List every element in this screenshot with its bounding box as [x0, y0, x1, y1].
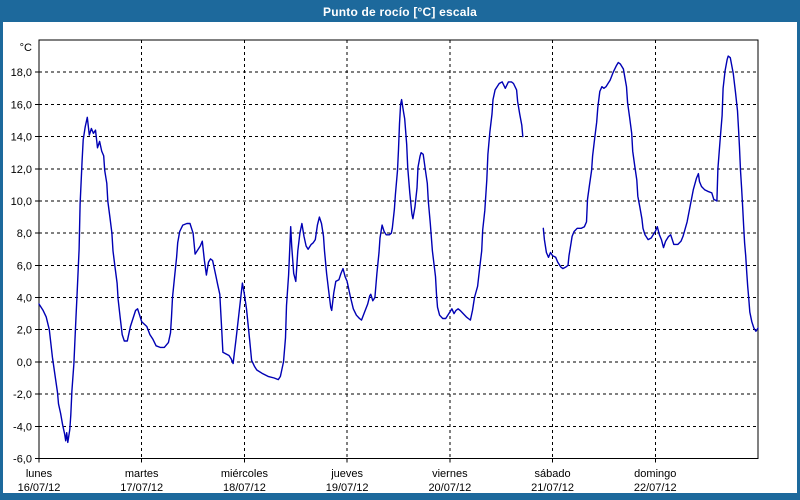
plot-frame	[38, 39, 759, 459]
y-tick-label: 8,0	[17, 228, 32, 240]
y-tick-label: 12,0	[11, 164, 32, 176]
y-tick-label: -4,0	[13, 421, 32, 433]
x-day-label: miércoles	[221, 468, 269, 480]
y-tick-label: 2,0	[17, 325, 32, 337]
y-tick-label: 18,0	[11, 67, 32, 79]
x-date-label: 21/07/12	[531, 482, 574, 493]
y-tick-label: 4,0	[17, 293, 32, 305]
y-tick-label: -6,0	[13, 454, 32, 466]
y-axis-unit-label: °C	[20, 42, 32, 54]
x-date-label: 17/07/12	[120, 482, 163, 493]
x-day-label: viernes	[432, 468, 468, 480]
dewpoint-line	[542, 55, 759, 332]
x-date-label: 20/07/12	[428, 482, 471, 493]
x-day-label: martes	[125, 468, 159, 480]
x-day-label: domingo	[634, 468, 676, 480]
y-tick-label: 0,0	[17, 357, 32, 369]
title-bar: Punto de rocío [°C] escala	[3, 3, 797, 22]
window-title: Punto de rocío [°C] escala	[322, 5, 478, 19]
x-day-label: lunes	[26, 468, 53, 480]
x-date-label: 22/07/12	[634, 482, 677, 493]
x-date-label: 19/07/12	[326, 482, 369, 493]
x-date-label: 16/07/12	[18, 482, 61, 493]
x-date-label: 18/07/12	[223, 482, 266, 493]
chart-canvas: 18,0 16,0 14,0 12,0 10,0 8,0 6,0 4,0 2,0 0,0 -2,0 -…	[11, 39, 759, 493]
y-tick-label: -2,0	[13, 389, 32, 401]
x-day-label: jueves	[330, 468, 363, 480]
y-tick-label: 14,0	[11, 132, 32, 144]
x-day-label: sábado	[535, 468, 571, 480]
y-tick-label: 16,0	[11, 99, 32, 111]
dewpoint-line	[38, 81, 524, 444]
y-tick-label: 6,0	[17, 260, 32, 272]
y-tick-label: 10,0	[11, 196, 32, 208]
